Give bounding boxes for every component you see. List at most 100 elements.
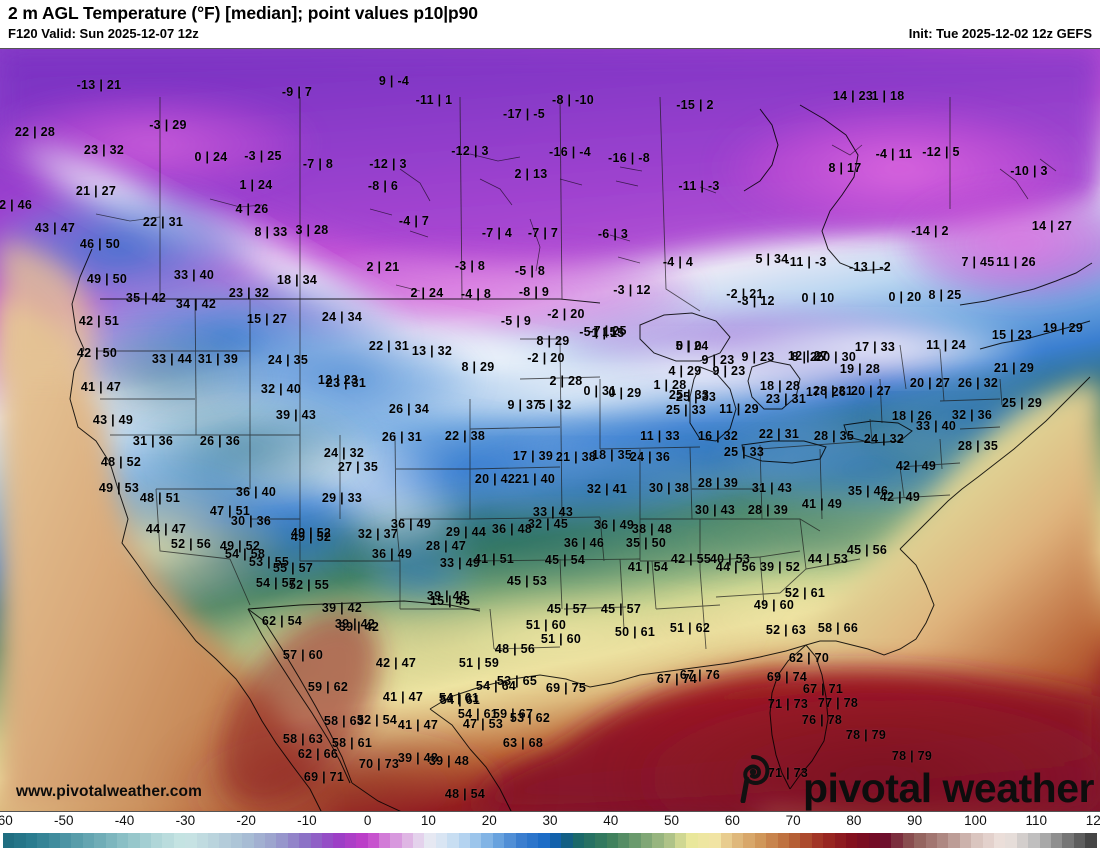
- colorbar-cell: [640, 833, 653, 848]
- colorbar-cell: [151, 833, 163, 848]
- colorbar-cell: [219, 833, 231, 848]
- colorbar-tick-label: 80: [846, 813, 862, 828]
- colorbar-cell: [1085, 833, 1097, 848]
- colorbar-cell: [857, 833, 869, 848]
- colorbar-cell: [59, 833, 72, 848]
- colorbar-cell: [37, 833, 49, 848]
- colorbar-cell: [1028, 833, 1040, 848]
- colorbar-tick-label: 0: [363, 813, 372, 828]
- colorbar-cell: [458, 833, 471, 848]
- colorbar-cell: [356, 833, 368, 848]
- colorbar-cell: [595, 833, 607, 848]
- colorbar-cell: [788, 833, 801, 848]
- colorbar-cell: [185, 833, 197, 848]
- colorbar-cell: [3, 833, 15, 848]
- colorbar-cell: [686, 833, 698, 848]
- colorbar-cell: [811, 833, 824, 848]
- colorbar-cell: [264, 833, 277, 848]
- colorbar-cell: [538, 833, 550, 848]
- map-raster: [0, 49, 1100, 811]
- colorbar-cell: [925, 833, 938, 848]
- colorbar-cell: [504, 833, 516, 848]
- colorbar-cell: [834, 833, 846, 848]
- colorbar-tick-label: -10: [297, 813, 317, 828]
- colorbar-cell: [94, 833, 106, 848]
- colorbar-cell: [652, 833, 664, 848]
- colorbar-cell: [754, 833, 767, 848]
- colorbar-cell: [629, 833, 641, 848]
- colorbar-tick-label: 60: [724, 813, 740, 828]
- colorbar-cell: [242, 833, 254, 848]
- colorbar-cell: [515, 833, 527, 848]
- coastlines: [69, 104, 1093, 811]
- colorbar-cell: [82, 833, 95, 848]
- colorbar-tick-label: 110: [1025, 813, 1047, 828]
- colorbar-cell: [1016, 833, 1029, 848]
- colorbar-tick-label: -20: [236, 813, 256, 828]
- colorbar-cell: [823, 833, 835, 848]
- colorbar-tick-label: 70: [785, 813, 801, 828]
- colorbar-cell: [971, 833, 983, 848]
- colorbar-cell: [435, 833, 448, 848]
- colorbar-tick-label: -30: [175, 813, 196, 828]
- colorbar-cell: [276, 833, 288, 848]
- colorbar-cell: [1073, 833, 1086, 848]
- colorbar-cell: [902, 833, 915, 848]
- colorbar-cell: [14, 833, 26, 848]
- colorbar-cell: [492, 833, 505, 848]
- colorbar-cell: [948, 833, 960, 848]
- colorbar-cell: [549, 833, 562, 848]
- watermark-brand: pivotal weather: [803, 765, 1094, 811]
- colorbar-cell: [390, 833, 402, 848]
- init-time-label: Init: Tue 2025-12-02 12z GEFS: [908, 26, 1092, 41]
- colorbar-cell: [116, 833, 129, 848]
- colorbar-cell: [344, 833, 357, 848]
- colorbar-cell: [470, 833, 482, 848]
- colorbar-cell: [618, 833, 630, 848]
- pivot-swirl-icon: [740, 755, 770, 803]
- colorbar-cell: [845, 833, 858, 848]
- watermark-url: www.pivotalweather.com: [16, 783, 202, 800]
- colorbar-cell: [743, 833, 755, 848]
- colorbar-cell: [139, 833, 152, 848]
- colorbar-cell: [424, 833, 436, 848]
- colorbar-cell: [732, 833, 744, 848]
- colorbar-cell: [310, 833, 322, 848]
- valid-time-label: F120 Valid: Sun 2025-12-07 12z: [8, 26, 199, 41]
- colorbar-cell: [982, 833, 994, 848]
- colorbar-cell: [891, 833, 903, 848]
- page-title: 2 m AGL Temperature (°F) [median]; point…: [8, 3, 478, 23]
- colorbar-cell: [777, 833, 789, 848]
- colorbar-ticks: -60 -50 -40 -30 -20 -10 0 10 20 30 40 50 60 70 80 90 100…: [0, 812, 1100, 832]
- colorbar-cell: [937, 833, 949, 848]
- colorbar-cell: [162, 833, 174, 848]
- colorbar-cell: [800, 833, 812, 848]
- hydrography: [95, 144, 1057, 292]
- colorbar-tick-label: -40: [114, 813, 135, 828]
- colorbar-cell: [401, 833, 414, 848]
- temperature-map[interactable]: 22 | 28 23 | 32 -13 | 21 -3 | 29 0 | 24 -3 | …: [0, 48, 1100, 812]
- colorbar-cell: [173, 833, 186, 848]
- colorbar-cell: [208, 833, 220, 848]
- colorbar-cell: [914, 833, 926, 848]
- colorbar-tick-label: 30: [542, 813, 558, 828]
- colorbar-cell: [720, 833, 732, 848]
- colorbar-cell: [196, 833, 209, 848]
- colorbar-cell: [253, 833, 265, 848]
- colorbar-cell: [105, 833, 117, 848]
- colorbar-tick-label: 50: [664, 813, 680, 828]
- colorbar-cell: [367, 833, 379, 848]
- colorbar-cell: [766, 833, 778, 848]
- colorbar-tick-label: 90: [907, 813, 923, 828]
- colorbar-gradient: [3, 833, 1097, 848]
- colorbar-tick-label: 100: [964, 813, 987, 828]
- colorbar-cell: [481, 833, 493, 848]
- colorbar-cell: [880, 833, 892, 848]
- colorbar-cell: [299, 833, 311, 848]
- colorbar-tick-label: 20: [481, 813, 497, 828]
- colorbar-tick-label: -50: [54, 813, 74, 828]
- colorbar-tick-label: 10: [420, 813, 436, 828]
- colorbar-cell: [572, 833, 584, 848]
- colorbar-cell: [413, 833, 425, 848]
